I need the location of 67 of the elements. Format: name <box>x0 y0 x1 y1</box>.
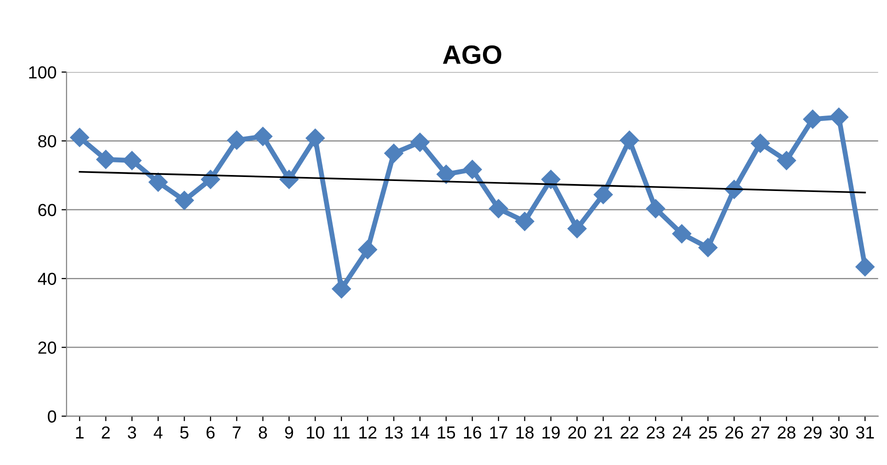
x-tick-label: 14 <box>412 426 430 438</box>
x-tick-label: 17 <box>490 426 508 438</box>
y-tick-label: 0 <box>48 410 56 423</box>
point <box>541 170 560 189</box>
x-tick-label: 10 <box>306 426 324 439</box>
x-tick-label: 20 <box>568 426 586 439</box>
x-tick-label: 5 <box>180 426 188 439</box>
y-tick-label: 60 <box>38 204 56 216</box>
x-tick-label: 26 <box>725 426 744 439</box>
x-tick-label: 1 <box>76 426 84 438</box>
x-tick-label: 22 <box>620 426 638 438</box>
y-tick-label: 80 <box>38 135 56 148</box>
point <box>148 172 168 192</box>
point <box>253 126 272 146</box>
x-tick-label: 6 <box>206 426 215 439</box>
chart-title: AGO <box>442 45 502 64</box>
x-tick-label: 30 <box>830 426 848 439</box>
point <box>568 219 587 238</box>
x-tick-label: 19 <box>542 426 560 439</box>
point <box>829 108 848 127</box>
point <box>646 199 666 218</box>
x-tick-label: 12 <box>359 426 376 438</box>
point <box>750 134 770 153</box>
x-tick-label: 24 <box>672 426 691 438</box>
point <box>410 132 430 152</box>
x-tick-label: 3 <box>128 426 136 439</box>
y-tick-label: 100 <box>29 66 56 79</box>
point <box>856 257 875 276</box>
x-tick-label: 29 <box>804 426 822 439</box>
point <box>358 240 378 260</box>
point <box>515 212 534 231</box>
x-tick-label: 21 <box>594 426 612 438</box>
point <box>332 279 351 298</box>
point <box>620 130 639 150</box>
point <box>174 190 194 210</box>
x-tick-label: 2 <box>102 426 110 438</box>
x-tick-label: 4 <box>154 426 162 438</box>
point <box>594 185 613 204</box>
point <box>436 164 456 184</box>
x-tick-label: 27 <box>752 426 770 438</box>
point <box>672 224 692 244</box>
x-tick-label: 31 <box>856 426 874 439</box>
x-tick-label: 25 <box>699 426 717 439</box>
point <box>227 130 246 150</box>
point <box>776 150 796 170</box>
x-tick-label: 11 <box>334 426 350 438</box>
x-tick-label: 15 <box>438 426 456 439</box>
point <box>306 128 325 148</box>
point <box>803 110 822 129</box>
x-tick-label: 28 <box>778 426 796 439</box>
x-tick-label: 16 <box>464 426 482 439</box>
x-tick-label: 18 <box>516 426 534 439</box>
x-tick-label: 23 <box>646 426 664 439</box>
x-tick-label: 9 <box>285 426 294 439</box>
point <box>384 144 404 163</box>
point <box>698 238 718 258</box>
point <box>462 160 482 179</box>
point <box>200 170 220 189</box>
point <box>96 150 116 170</box>
point <box>70 128 90 147</box>
y-tick-label: 40 <box>38 272 56 285</box>
x-tick-label: 7 <box>232 426 241 438</box>
x-tick-label: 13 <box>385 426 403 439</box>
point <box>122 150 142 170</box>
x-tick-label: 8 <box>258 426 267 439</box>
y-tick-label: 20 <box>38 342 56 354</box>
point <box>488 199 508 218</box>
